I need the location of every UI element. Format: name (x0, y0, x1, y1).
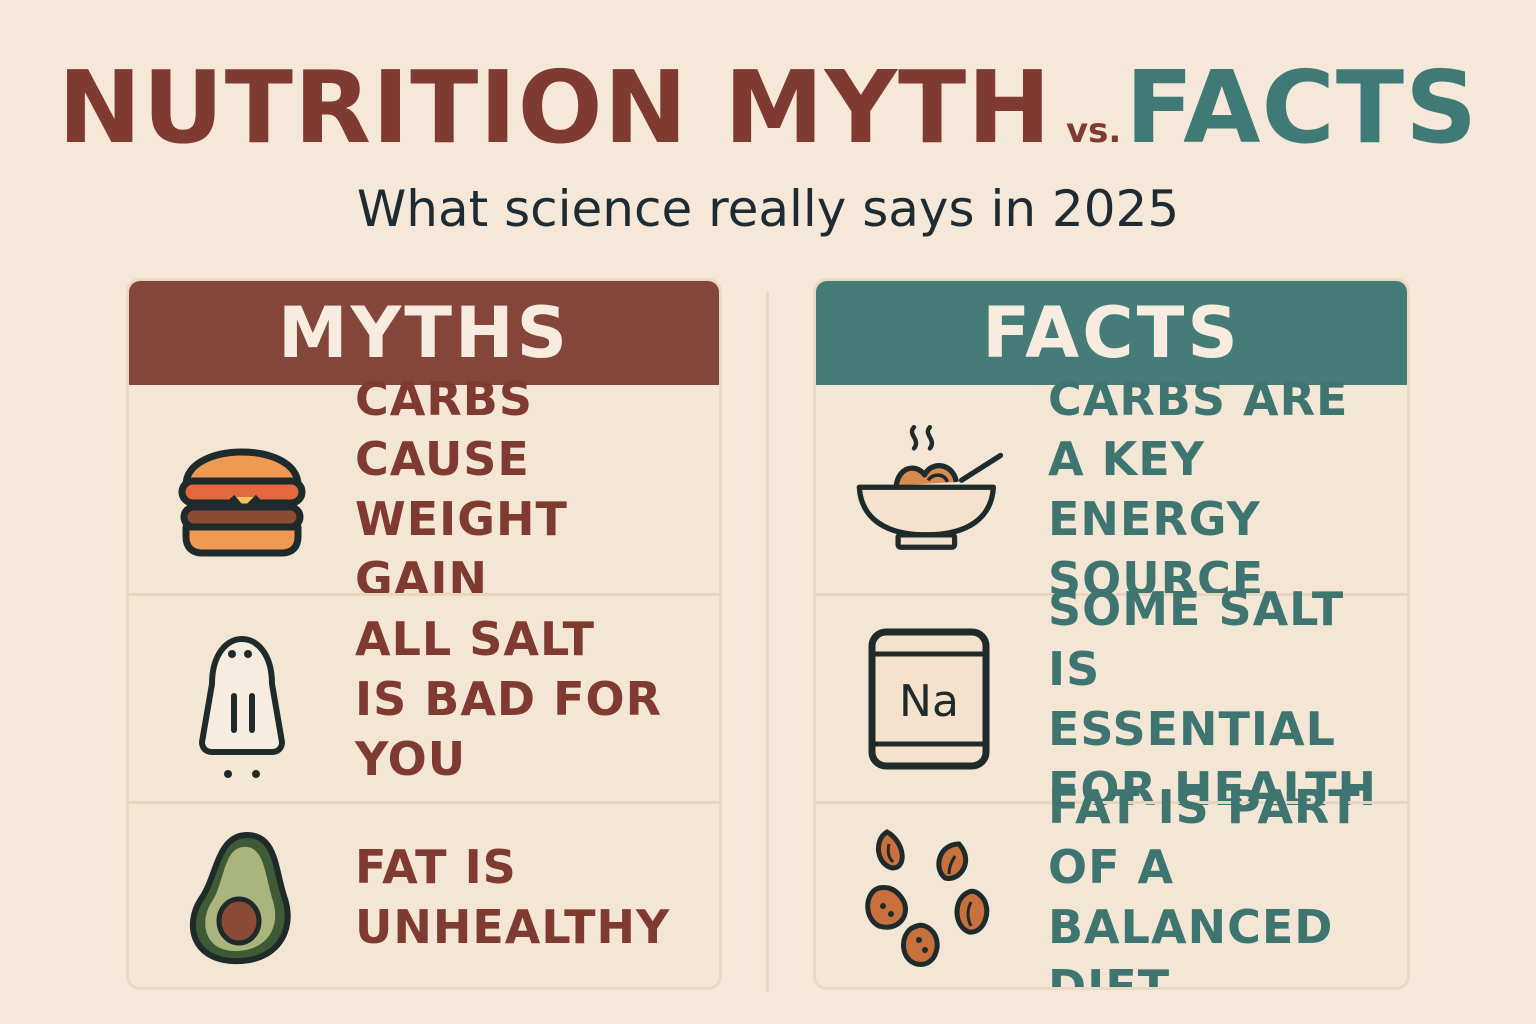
myth-row-carbs: CARBS CAUSE WEIGHT GAIN (129, 372, 719, 606)
center-divider (766, 292, 769, 992)
myth-row-salt: ALL SALT IS BAD FOR YOU (129, 593, 719, 801)
page-subtitle: What science really says in 2025 (356, 180, 1180, 238)
myths-header: MYTHS (129, 281, 719, 385)
sodium-tile-icon: Na (854, 619, 1004, 779)
fact-row-fat: FAT IS PART OF A BALANCED DIET (816, 780, 1407, 987)
nuts-icon (854, 817, 1004, 977)
fact-text-carbs: CARBS ARE A KEY ENERGY SOURCE (1048, 372, 1349, 606)
myth-text-carbs: CARBS CAUSE WEIGHT GAIN (355, 372, 568, 606)
burger-icon (167, 409, 317, 569)
myth-text-fat: FAT IS UNHEALTHY (355, 840, 671, 954)
title-facts: FACTS (1125, 49, 1479, 166)
title-vs: vs. (1065, 111, 1122, 151)
fact-text-fat: FAT IS PART OF A BALANCED DIET (1048, 780, 1361, 990)
myths-panel: MYTHS CARBS CAUSE WEIGHT GAIN (126, 278, 722, 990)
facts-header: FACTS (816, 281, 1407, 385)
facts-panel: FACTS CARBS ARE A KEY ENERGY SOURCE Na (813, 278, 1410, 990)
myth-text-salt: ALL SALT IS BAD FOR YOU (355, 611, 663, 786)
page-title: NUTRITION MYTH vs.FACTS (0, 58, 1536, 158)
sodium-symbol: Na (899, 676, 959, 727)
myth-row-fat: FAT IS UNHEALTHY (129, 801, 719, 987)
fact-text-salt: SOME SALT IS ESSENTIAL FOR HEALTH (1048, 581, 1378, 816)
title-myth: NUTRITION MYTH (57, 49, 1052, 166)
bowl-icon (854, 409, 1004, 569)
salt-shaker-icon (167, 619, 317, 779)
fact-row-carbs: CARBS ARE A KEY ENERGY SOURCE (816, 372, 1407, 606)
avocado-icon (167, 817, 317, 977)
fact-row-salt: Na SOME SALT IS ESSENTIAL FOR HEALTH (816, 582, 1407, 816)
